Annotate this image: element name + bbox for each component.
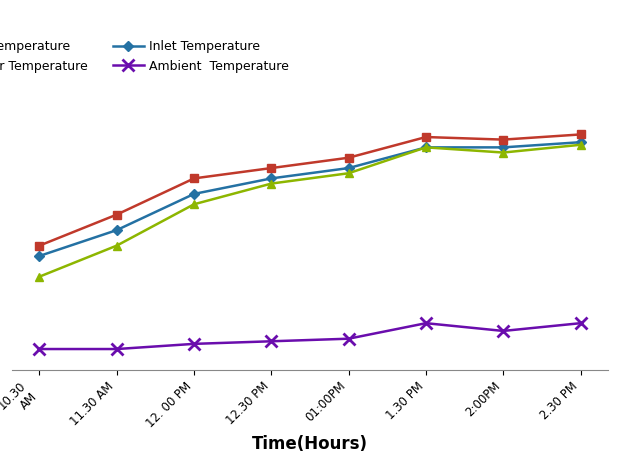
Ambient  Temperature: [36, 346, 43, 352]
Absorber Temperature: [577, 142, 584, 147]
Outlet Temperature: [190, 175, 198, 181]
Outlet Temperature: [345, 155, 352, 161]
Absorber Temperature: [500, 150, 507, 155]
Ambient  Temperature: [190, 341, 198, 346]
Inlet Temperature: [190, 191, 198, 197]
Line: Inlet Temperature: Inlet Temperature: [36, 139, 584, 259]
Line: Absorber Temperature: Absorber Temperature: [35, 141, 585, 281]
Absorber Temperature: [268, 181, 275, 186]
Outlet Temperature: [268, 165, 275, 171]
Absorber Temperature: [345, 170, 352, 176]
Ambient  Temperature: [577, 320, 584, 326]
Legend: Outlet Temperature, Absorber Temperature, Inlet Temperature, Ambient  Temperatur: Outlet Temperature, Absorber Temperature…: [0, 40, 289, 73]
Ambient  Temperature: [500, 328, 507, 334]
Ambient  Temperature: [113, 346, 120, 352]
Ambient  Temperature: [268, 338, 275, 344]
Outlet Temperature: [422, 134, 430, 140]
Ambient  Temperature: [422, 320, 430, 326]
Inlet Temperature: [113, 227, 120, 233]
Inlet Temperature: [345, 165, 352, 171]
Absorber Temperature: [113, 243, 120, 248]
Line: Ambient  Temperature: Ambient Temperature: [34, 318, 586, 355]
Line: Outlet Temperature: Outlet Temperature: [35, 130, 585, 250]
Inlet Temperature: [500, 145, 507, 150]
Absorber Temperature: [422, 145, 430, 150]
Absorber Temperature: [190, 201, 198, 207]
Inlet Temperature: [577, 139, 584, 145]
Outlet Temperature: [500, 137, 507, 143]
X-axis label: Time(Hours): Time(Hours): [252, 435, 368, 453]
Absorber Temperature: [36, 274, 43, 280]
Inlet Temperature: [36, 253, 43, 259]
Outlet Temperature: [36, 243, 43, 248]
Ambient  Temperature: [345, 336, 352, 342]
Outlet Temperature: [577, 132, 584, 137]
Inlet Temperature: [268, 175, 275, 181]
Inlet Temperature: [422, 145, 430, 150]
Outlet Temperature: [113, 212, 120, 218]
